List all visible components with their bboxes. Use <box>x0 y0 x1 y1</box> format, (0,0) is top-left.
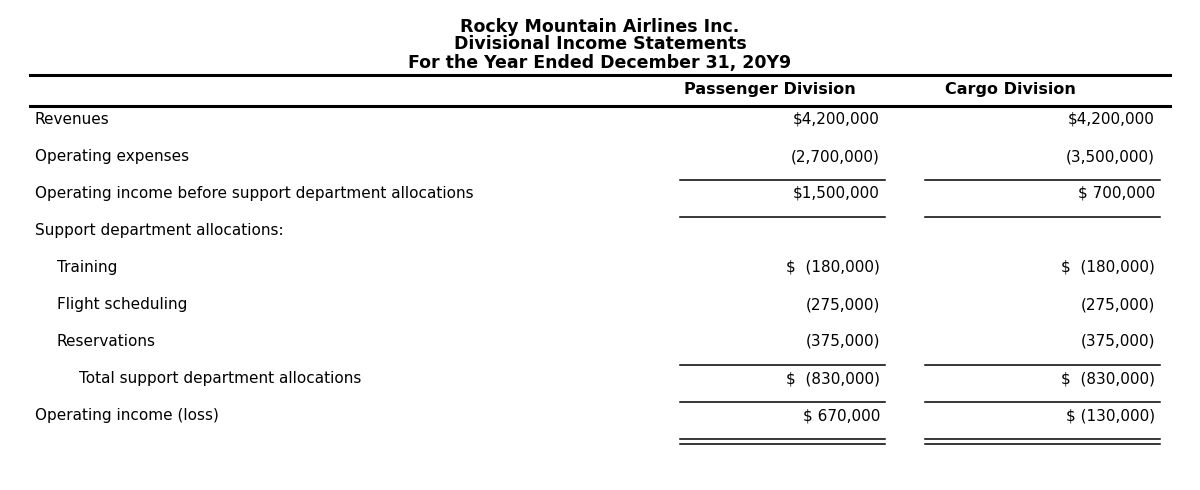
Text: Training: Training <box>58 260 118 275</box>
Text: Rocky Mountain Airlines Inc.: Rocky Mountain Airlines Inc. <box>461 18 739 36</box>
Text: $ 670,000: $ 670,000 <box>803 408 880 423</box>
Text: Reservations: Reservations <box>58 334 156 349</box>
Text: Revenues: Revenues <box>35 112 109 127</box>
Text: Operating expenses: Operating expenses <box>35 149 190 164</box>
Text: Operating income (loss): Operating income (loss) <box>35 408 218 423</box>
Text: $4,200,000: $4,200,000 <box>1068 112 1154 127</box>
Text: Flight scheduling: Flight scheduling <box>58 297 187 312</box>
Text: (375,000): (375,000) <box>805 334 880 349</box>
Text: $  (830,000): $ (830,000) <box>786 371 880 386</box>
Text: $  (830,000): $ (830,000) <box>1061 371 1154 386</box>
Text: Passenger Division: Passenger Division <box>684 82 856 97</box>
Text: Cargo Division: Cargo Division <box>944 82 1075 97</box>
Text: $  (180,000): $ (180,000) <box>786 260 880 275</box>
Text: $ (130,000): $ (130,000) <box>1066 408 1154 423</box>
Text: $  (180,000): $ (180,000) <box>1061 260 1154 275</box>
Text: Divisional Income Statements: Divisional Income Statements <box>454 35 746 53</box>
Text: (375,000): (375,000) <box>1080 334 1154 349</box>
Text: $1,500,000: $1,500,000 <box>793 186 880 201</box>
Text: (275,000): (275,000) <box>1081 297 1154 312</box>
Text: Operating income before support department allocations: Operating income before support departme… <box>35 186 474 201</box>
Text: (3,500,000): (3,500,000) <box>1066 149 1154 164</box>
Text: $ 700,000: $ 700,000 <box>1078 186 1154 201</box>
Text: For the Year Ended December 31, 20Y9: For the Year Ended December 31, 20Y9 <box>408 54 792 72</box>
Text: (2,700,000): (2,700,000) <box>791 149 880 164</box>
Text: (275,000): (275,000) <box>805 297 880 312</box>
Text: $4,200,000: $4,200,000 <box>793 112 880 127</box>
Text: Total support department allocations: Total support department allocations <box>79 371 361 386</box>
Text: Support department allocations:: Support department allocations: <box>35 223 283 238</box>
